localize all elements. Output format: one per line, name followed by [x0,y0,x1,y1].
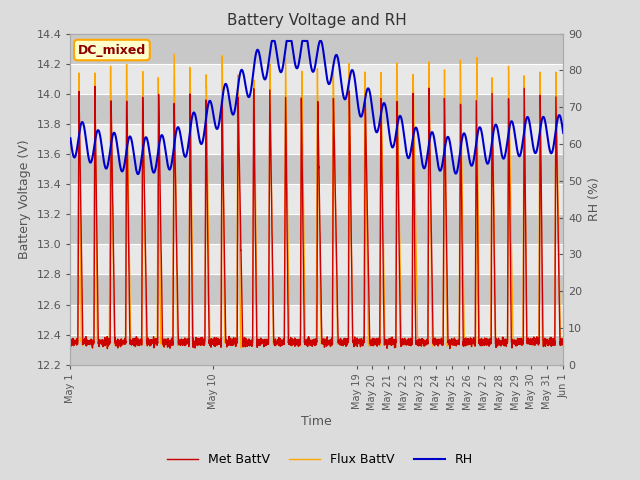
Bar [70,305,563,335]
Bar [70,34,563,64]
Flux BattV [197,337,205,343]
RH [516,152,524,158]
X-axis label: Time: Time [301,415,332,428]
Flux BattV [67,339,74,345]
RH [134,171,142,177]
Bar [70,154,563,184]
Flux BattV [170,51,178,57]
Met BattV [197,337,205,343]
RH [67,135,74,141]
Line: Met BattV: Met BattV [70,86,563,348]
Bar [70,184,563,214]
Flux BattV [559,340,567,346]
Bar [70,335,563,365]
Met BattV [420,340,428,346]
Text: DC_mixed: DC_mixed [78,44,146,57]
Met BattV [104,338,112,344]
Flux BattV [516,338,524,344]
Title: Battery Voltage and RH: Battery Voltage and RH [227,13,406,28]
RH [215,122,223,128]
Bar [70,64,563,94]
RH [268,38,276,44]
Met BattV [215,339,223,345]
Y-axis label: Battery Voltage (V): Battery Voltage (V) [18,139,31,259]
Met BattV [67,339,74,345]
Met BattV [104,346,111,351]
Flux BattV [104,346,111,351]
Flux BattV [420,340,428,346]
Bar [70,124,563,154]
Met BattV [516,338,524,344]
RH [471,147,479,153]
Bar [70,244,563,275]
Line: RH: RH [70,41,563,174]
Legend: Met BattV, Flux BattV, RH: Met BattV, Flux BattV, RH [162,448,478,471]
RH [197,141,205,147]
Flux BattV [104,342,111,348]
Line: Flux BattV: Flux BattV [70,54,563,348]
RH [104,163,111,168]
Bar [70,214,563,244]
Met BattV [559,340,567,346]
Bar [70,94,563,124]
Met BattV [471,339,479,345]
Y-axis label: RH (%): RH (%) [588,177,601,221]
Met BattV [91,84,99,89]
Flux BattV [471,339,479,345]
Flux BattV [215,339,223,345]
RH [559,130,567,136]
Bar [70,275,563,305]
RH [420,165,428,171]
